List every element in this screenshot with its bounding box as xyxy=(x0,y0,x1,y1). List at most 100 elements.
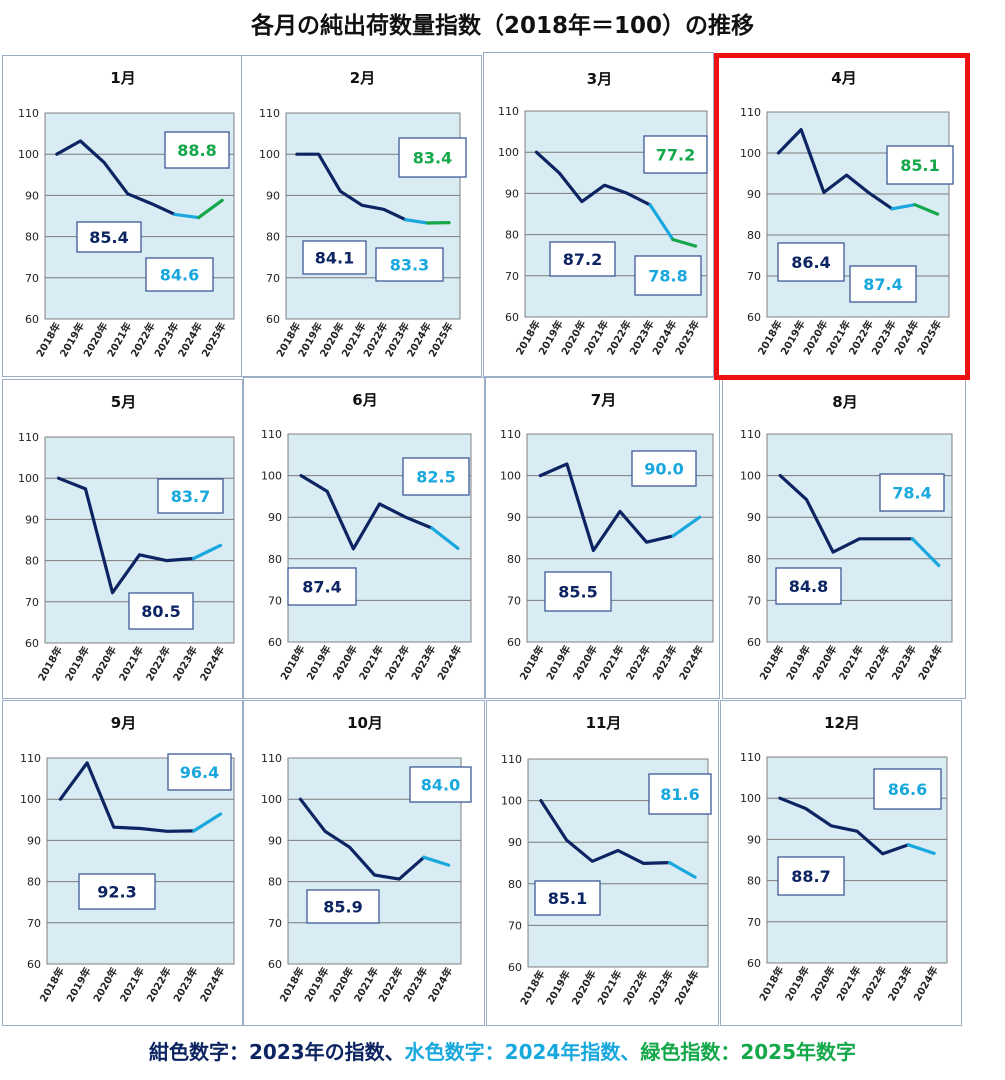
series-line-2024 xyxy=(192,812,223,833)
y-tick-label: 80 xyxy=(505,229,519,242)
y-tick-label: 110 xyxy=(501,753,522,766)
y-tick-label: 80 xyxy=(266,231,280,244)
data-label-box xyxy=(76,221,142,253)
month-line-chart: 4月607080901001102018年2019年2020年2021年2022… xyxy=(740,69,954,357)
series-line-2024 xyxy=(422,855,451,867)
data-label-2023: 86.4 xyxy=(791,253,830,272)
series-line-2024 xyxy=(671,515,702,538)
y-tick-label: 70 xyxy=(266,272,280,285)
x-tick-label: 2018年 xyxy=(517,643,547,682)
month-line-chart: 9月 60 70 80 90 100 110 2018年2019年2020年2021年2022… xyxy=(20,714,235,1004)
data-label-box xyxy=(157,478,224,514)
x-tick-label: 2019年 xyxy=(63,965,93,1004)
x-tick-label: 2023年 xyxy=(650,643,680,682)
y-tick-label: 60 xyxy=(25,637,39,650)
y-tick-label: 70 xyxy=(505,270,519,283)
data-label-box xyxy=(849,265,917,303)
data-label-box xyxy=(402,457,470,496)
y-tick-label: 60 xyxy=(747,957,761,970)
series-line-2018-2023 xyxy=(298,797,426,881)
y-tick-label: 90 xyxy=(747,833,761,846)
y-tick-label: 60 xyxy=(505,311,519,324)
y-tick-label: 60 xyxy=(508,961,522,974)
month-chart-panel: 12月 60 70 80 90 100 110 2018年 2019年 2020年 2021年 202… xyxy=(720,700,962,1026)
month-chart-panel: 7月 60 70 80 90 100 110 2018年 2019年 2020年 2021年 2022… xyxy=(485,377,720,699)
x-tick-label: 2023年 xyxy=(408,643,438,682)
data-label-2023: 85.5 xyxy=(558,583,597,602)
x-tick-label: 2018年 xyxy=(277,643,307,682)
series-line-2025 xyxy=(197,198,224,220)
y-tick-label: 90 xyxy=(508,836,522,849)
x-tick-label: 2018年 xyxy=(37,965,67,1004)
data-label-box xyxy=(648,773,712,815)
data-label-2023: 85.4 xyxy=(89,228,128,247)
y-tick-label: 100 xyxy=(740,470,761,483)
x-tick-label: 2022年 xyxy=(382,643,412,682)
data-label-2023: 87.2 xyxy=(563,250,602,269)
series-line-2024 xyxy=(648,203,675,242)
y-tick-label: 80 xyxy=(507,553,521,566)
series-line-2024 xyxy=(191,543,223,561)
series-line-2018-2023 xyxy=(58,761,196,833)
data-label-2023: 88.7 xyxy=(791,867,830,886)
data-label-2023: 85.9 xyxy=(323,898,362,917)
series-line-2018-2023 xyxy=(295,152,408,222)
x-tick-label: 2023年 xyxy=(170,644,200,683)
x-tick-label: 2023年 xyxy=(170,965,200,1004)
data-label-box xyxy=(879,473,945,512)
data-label-2023: 84.1 xyxy=(315,249,354,268)
month-line-chart: 11月607080901001102018年2019年2020年2021年202… xyxy=(501,714,712,1007)
data-label-2025: 88.8 xyxy=(177,141,216,160)
month-chart-panel: 2月 60 70 80 90 100 110 2018年 2019年 2020年 2021年 2022… xyxy=(241,55,482,377)
y-tick-label: 60 xyxy=(507,636,521,649)
chart-title: 3月 xyxy=(587,70,612,88)
data-label-2023: 84.8 xyxy=(789,577,828,596)
x-tick-label: 2024年 xyxy=(915,643,945,682)
x-tick-label: 2021年 xyxy=(117,965,147,1004)
chart-title: 5月 xyxy=(111,393,136,411)
x-tick-label: 2021年 xyxy=(596,643,626,682)
y-tick-label: 70 xyxy=(25,272,39,285)
y-tick-label: 80 xyxy=(747,229,761,242)
y-tick-label: 70 xyxy=(747,916,761,929)
y-tick-label: 60 xyxy=(268,636,282,649)
y-tick-label: 90 xyxy=(747,511,761,524)
legend-2025: 緑色指数：2025年数字 xyxy=(640,1040,856,1064)
chart-title: 12月 xyxy=(824,714,860,732)
x-tick-label: 2023年 xyxy=(646,968,676,1007)
series-line-2024 xyxy=(890,203,917,211)
x-tick-label: 2021年 xyxy=(594,968,624,1007)
month-line-chart: 7月 60 70 80 90 100 110 2018年2019年2020年2021年2022… xyxy=(500,391,714,682)
x-tick-label: 2022年 xyxy=(859,964,889,1003)
month-line-chart: 10月607080901001102018年2019年2020年2021年202… xyxy=(261,714,472,1004)
y-tick-label: 70 xyxy=(747,270,761,283)
chart-title: 10月 xyxy=(347,714,383,732)
data-label-2024: 96.4 xyxy=(180,763,219,782)
data-label-box xyxy=(549,241,616,277)
data-label-2024: 84.6 xyxy=(160,266,199,285)
x-tick-label: 2024年 xyxy=(197,644,227,683)
chart-title: 2月 xyxy=(350,69,375,87)
y-tick-label: 110 xyxy=(259,107,280,120)
y-tick-label: 100 xyxy=(261,470,282,483)
series-line-2018-2023 xyxy=(778,473,914,554)
data-label-2025: 77.2 xyxy=(656,146,695,165)
legend-2024: 水色数字：2024年指数、 xyxy=(404,1040,641,1064)
series-line-2018-2023 xyxy=(534,150,652,207)
series-line-2018-2023 xyxy=(55,139,177,216)
y-tick-label: 90 xyxy=(25,189,39,202)
y-tick-label: 100 xyxy=(740,792,761,805)
y-tick-label: 80 xyxy=(747,553,761,566)
data-label-box xyxy=(287,567,357,606)
series-line-2024 xyxy=(667,861,697,879)
y-tick-label: 60 xyxy=(268,958,282,971)
y-tick-label: 70 xyxy=(507,594,521,607)
y-tick-label: 110 xyxy=(261,752,282,765)
month-line-chart: 12月607080901001102018年2019年2020年2021年202… xyxy=(740,714,948,1003)
x-tick-label: 2023年 xyxy=(889,643,919,682)
series-line-2024 xyxy=(910,537,941,568)
data-label-box xyxy=(375,247,444,282)
y-tick-label: 60 xyxy=(25,313,39,326)
x-tick-label: 2024年 xyxy=(911,964,941,1003)
x-tick-label: 2020年 xyxy=(569,968,599,1007)
